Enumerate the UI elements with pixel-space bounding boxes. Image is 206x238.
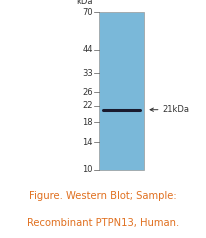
Bar (99, 13, 144, 169)
Text: kDa: kDa (76, 0, 93, 6)
Text: 26: 26 (82, 88, 93, 97)
Text: 22: 22 (82, 101, 93, 110)
Text: 70: 70 (82, 8, 93, 17)
Text: 18: 18 (82, 118, 93, 127)
Text: 21kDa: 21kDa (163, 105, 190, 114)
Text: 44: 44 (82, 45, 93, 55)
Text: 14: 14 (82, 138, 93, 147)
Text: Recombinant PTPN13, Human.: Recombinant PTPN13, Human. (27, 218, 179, 228)
Text: 10: 10 (82, 165, 93, 174)
Text: 33: 33 (82, 69, 93, 78)
Text: Figure. Western Blot; Sample:: Figure. Western Blot; Sample: (29, 191, 177, 201)
